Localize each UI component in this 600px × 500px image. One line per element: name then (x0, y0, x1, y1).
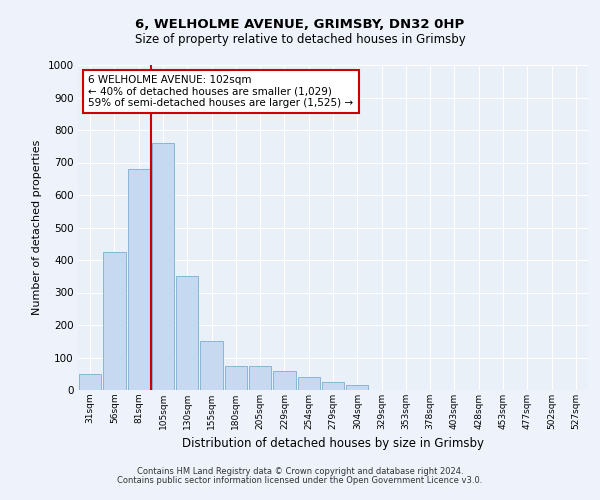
Bar (224, 366, 247, 390)
Text: 6, WELHOLME AVENUE, GRIMSBY, DN32 0HP: 6, WELHOLME AVENUE, GRIMSBY, DN32 0HP (136, 18, 464, 30)
Bar (103, 252, 125, 390)
Text: Contains public sector information licensed under the Open Government Licence v3: Contains public sector information licen… (118, 476, 482, 485)
Bar (152, 143, 174, 390)
Bar (273, 370, 296, 390)
Text: Contains HM Land Registry data © Crown copyright and database right 2024.: Contains HM Land Registry data © Crown c… (137, 467, 463, 476)
Bar (79, 374, 101, 390)
Bar (322, 382, 344, 390)
Bar (298, 377, 320, 390)
Bar (249, 366, 271, 390)
Bar (128, 169, 150, 390)
Y-axis label: Number of detached properties: Number of detached properties (32, 140, 42, 315)
Bar (176, 276, 199, 390)
X-axis label: Distribution of detached houses by size in Grimsby: Distribution of detached houses by size … (182, 438, 484, 450)
Text: Size of property relative to detached houses in Grimsby: Size of property relative to detached ho… (134, 32, 466, 46)
Bar (346, 385, 368, 390)
Bar (200, 341, 223, 390)
Text: 6 WELHOLME AVENUE: 102sqm
← 40% of detached houses are smaller (1,029)
59% of se: 6 WELHOLME AVENUE: 102sqm ← 40% of detac… (88, 74, 353, 108)
